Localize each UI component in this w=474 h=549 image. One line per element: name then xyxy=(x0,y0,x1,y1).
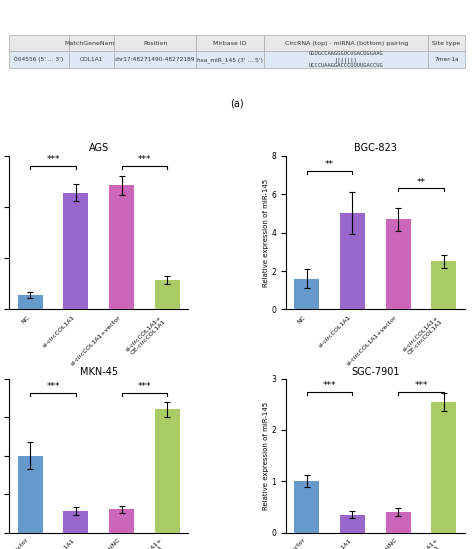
Text: **: ** xyxy=(417,178,426,187)
Text: ***: *** xyxy=(414,381,428,390)
Bar xyxy=(18,456,43,533)
Bar xyxy=(431,402,456,533)
Bar xyxy=(64,511,89,533)
Text: (a): (a) xyxy=(230,99,244,109)
Text: ***: *** xyxy=(46,382,60,391)
Bar xyxy=(431,261,456,310)
Text: ***: *** xyxy=(46,155,60,164)
Bar xyxy=(18,295,43,310)
Bar xyxy=(385,219,410,310)
Title: MKN-45: MKN-45 xyxy=(80,367,118,377)
Bar xyxy=(340,514,365,533)
Y-axis label: Relative expression of miR-145: Relative expression of miR-145 xyxy=(263,178,269,287)
Bar xyxy=(155,410,180,533)
Text: **: ** xyxy=(325,160,334,170)
Bar xyxy=(64,193,89,310)
Text: (b): (b) xyxy=(92,399,106,408)
Bar xyxy=(294,481,319,533)
Text: ***: *** xyxy=(323,381,337,390)
Bar xyxy=(340,214,365,310)
Title: BGC-823: BGC-823 xyxy=(354,143,397,154)
Bar xyxy=(385,512,410,533)
Bar xyxy=(109,186,134,310)
Bar xyxy=(109,509,134,533)
Text: ***: *** xyxy=(137,382,151,391)
Bar xyxy=(155,280,180,310)
Text: (c): (c) xyxy=(369,399,382,408)
Bar xyxy=(294,279,319,310)
Title: SGC-7901: SGC-7901 xyxy=(351,367,400,377)
Y-axis label: Relative expression of miR-145: Relative expression of miR-145 xyxy=(263,401,269,509)
Text: ***: *** xyxy=(137,155,151,164)
Title: AGS: AGS xyxy=(89,143,109,154)
